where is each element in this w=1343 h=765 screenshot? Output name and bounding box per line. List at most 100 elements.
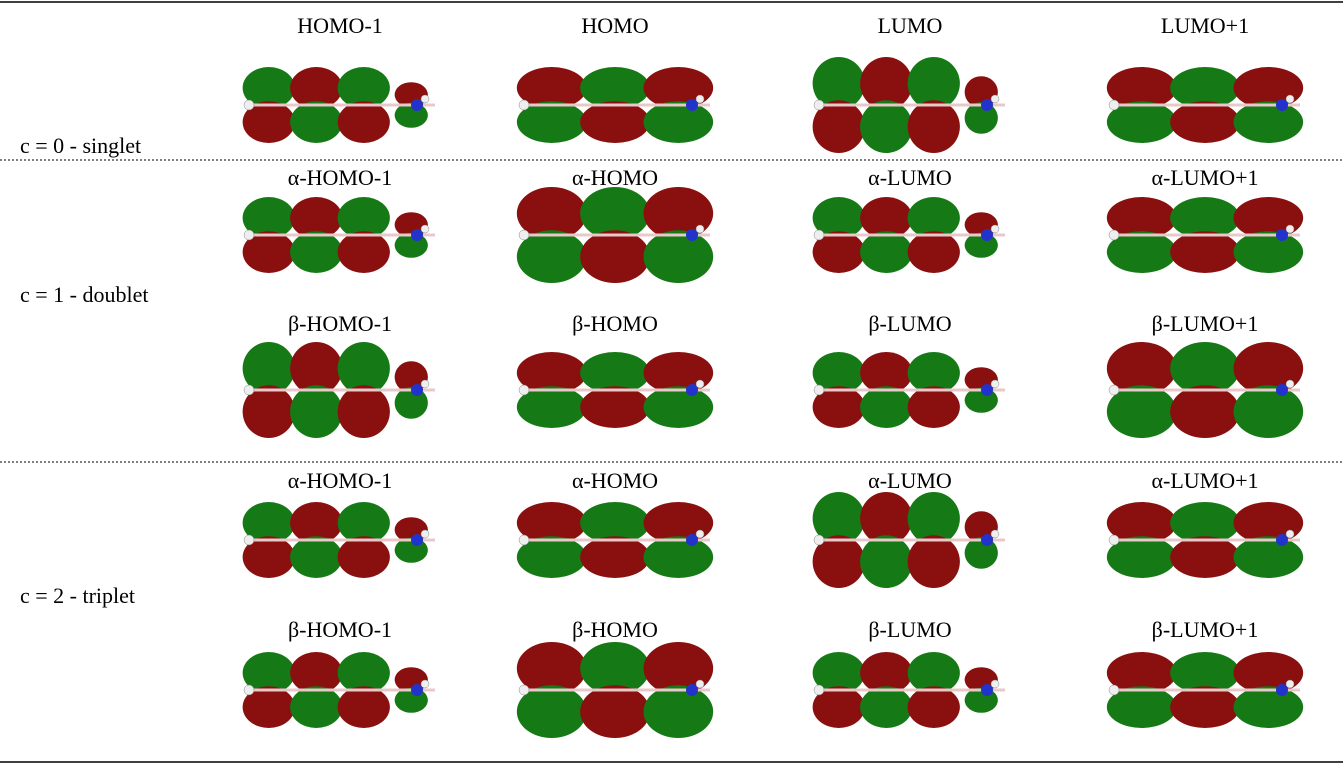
orbital-image xyxy=(242,67,435,143)
atom xyxy=(420,94,430,104)
lobe xyxy=(812,57,865,110)
atom xyxy=(1285,94,1295,104)
atom xyxy=(1108,229,1120,241)
row-label: c = 0 - singlet xyxy=(20,133,141,158)
atom xyxy=(981,534,993,546)
orbital-image xyxy=(242,652,435,728)
lobe xyxy=(812,535,865,588)
lobe xyxy=(337,502,390,544)
orbital-image xyxy=(516,502,714,578)
lobe xyxy=(812,231,865,273)
lobe xyxy=(516,187,587,240)
lobe xyxy=(860,386,913,428)
atom xyxy=(1108,534,1120,546)
lobe xyxy=(907,57,960,110)
atom xyxy=(990,94,1000,104)
lobe xyxy=(290,536,343,578)
atom xyxy=(686,229,698,241)
atom xyxy=(1276,684,1288,696)
atom xyxy=(990,529,1000,539)
lobe xyxy=(1170,686,1240,728)
orbital-image xyxy=(242,197,435,273)
lobe xyxy=(516,642,587,695)
lobe xyxy=(907,686,960,728)
lobe xyxy=(812,686,865,728)
atom xyxy=(243,229,255,241)
atom xyxy=(1276,99,1288,111)
atom xyxy=(686,384,698,396)
lobe xyxy=(1233,67,1304,109)
atom xyxy=(411,534,423,546)
lobe xyxy=(1233,231,1304,273)
atom xyxy=(411,99,423,111)
atom xyxy=(695,224,705,234)
lobe xyxy=(242,101,295,143)
lobe xyxy=(1106,536,1177,578)
lobe xyxy=(290,652,343,694)
lobe xyxy=(1170,197,1240,239)
orbital-label: HOMO xyxy=(581,13,648,38)
orbital-label: β-HOMO xyxy=(572,617,658,642)
lobe xyxy=(860,492,913,545)
lobe xyxy=(1106,197,1177,239)
atom xyxy=(981,384,993,396)
lobe xyxy=(242,385,295,438)
lobe xyxy=(643,352,714,394)
lobe xyxy=(907,100,960,153)
orbital-label: β-LUMO+1 xyxy=(1152,617,1259,642)
lobe xyxy=(643,536,714,578)
atom xyxy=(1276,229,1288,241)
atom xyxy=(1108,99,1120,111)
lobe xyxy=(516,386,587,428)
atom xyxy=(686,99,698,111)
lobe xyxy=(860,197,913,239)
lobe xyxy=(1233,342,1304,395)
lobe xyxy=(290,197,343,239)
lobe xyxy=(643,230,714,283)
atom xyxy=(813,99,825,111)
lobe xyxy=(242,67,295,109)
lobe xyxy=(1106,686,1177,728)
orbital-label: α-LUMO+1 xyxy=(1151,468,1258,493)
lobe xyxy=(580,67,650,109)
orbital-label: α-HOMO xyxy=(572,165,658,190)
atom xyxy=(243,534,255,546)
lobe xyxy=(1106,101,1177,143)
lobe xyxy=(1106,231,1177,273)
orbital-image xyxy=(812,57,1005,153)
atom xyxy=(420,224,430,234)
orbital-label: α-HOMO-1 xyxy=(288,165,392,190)
atom xyxy=(1285,379,1295,389)
orbital-image xyxy=(812,352,1005,428)
lobe xyxy=(643,642,714,695)
lobe xyxy=(580,187,650,240)
lobe xyxy=(812,386,865,428)
lobe xyxy=(643,386,714,428)
atom xyxy=(1108,684,1120,696)
atom xyxy=(1285,224,1295,234)
lobe xyxy=(516,101,587,143)
atom xyxy=(411,384,423,396)
orbital-label: β-LUMO xyxy=(868,311,951,336)
lobe xyxy=(860,652,913,694)
lobe xyxy=(580,502,650,544)
atom xyxy=(243,384,255,396)
lobe xyxy=(907,352,960,394)
orbital-label: β-LUMO+1 xyxy=(1152,311,1259,336)
lobe xyxy=(812,352,865,394)
lobe xyxy=(580,101,650,143)
lobe xyxy=(242,342,295,395)
atom xyxy=(420,529,430,539)
lobe xyxy=(516,230,587,283)
lobe xyxy=(1170,502,1240,544)
lobe xyxy=(290,231,343,273)
atom xyxy=(695,379,705,389)
lobe xyxy=(242,231,295,273)
orbital-image xyxy=(812,197,1005,273)
orbital-image xyxy=(516,352,714,428)
orbital-image xyxy=(812,652,1005,728)
lobe xyxy=(1170,652,1240,694)
lobe xyxy=(1106,502,1177,544)
lobe xyxy=(860,686,913,728)
lobe xyxy=(580,685,650,738)
